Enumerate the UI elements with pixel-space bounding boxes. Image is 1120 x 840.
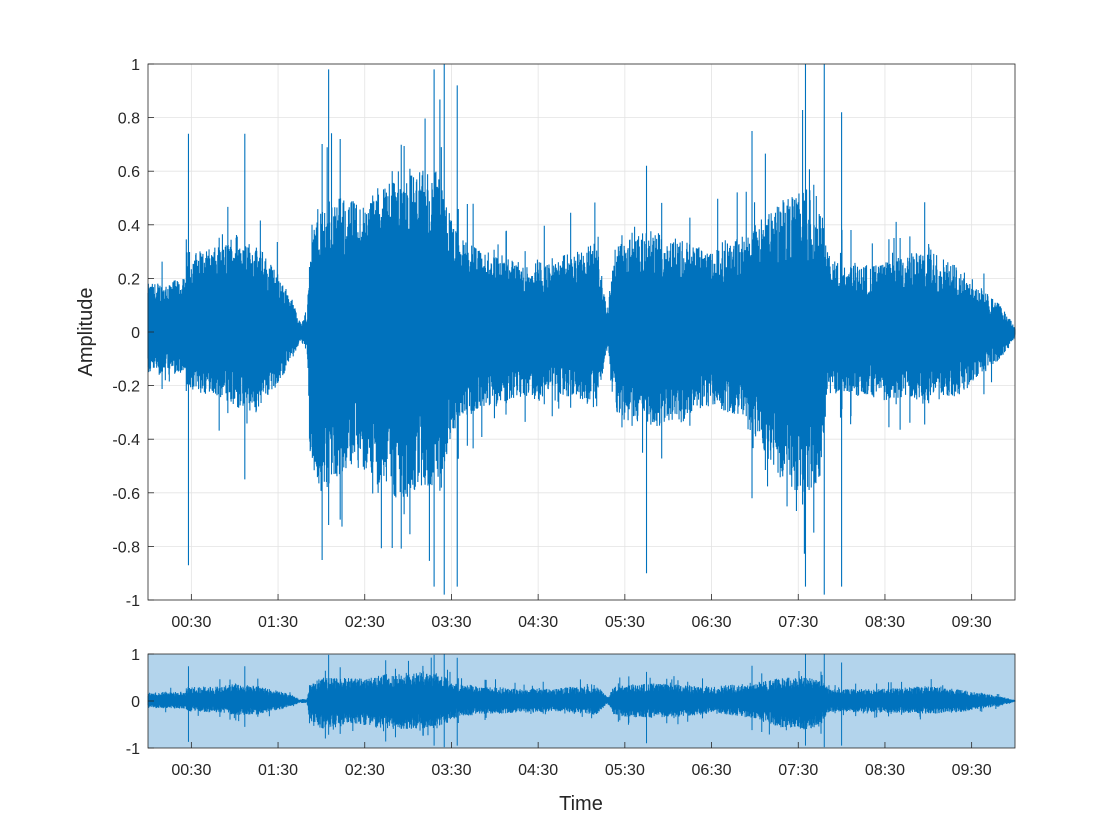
main-y-tick-label: 0.8	[118, 111, 140, 128]
main-x-tick-label: 09:30	[952, 614, 992, 631]
overview-y-tick-label: 0	[131, 694, 140, 711]
overview-x-tick-label: 04:30	[518, 762, 558, 779]
main-y-tick-label: -0.4	[112, 432, 140, 449]
overview-x-tick-label: 02:30	[345, 762, 385, 779]
overview-x-tick-label: 05:30	[605, 762, 645, 779]
main-x-tick-label: 04:30	[518, 614, 558, 631]
overview-x-tick-label: 09:30	[952, 762, 992, 779]
overview-y-ticks: 1 0 -1	[126, 647, 154, 758]
overview-x-tick-label: 03:30	[431, 762, 471, 779]
main-y-tick-label: 0	[131, 325, 140, 342]
main-x-ticks: 00:30 01:30 02:30 03:30 04:30 05:30 06:30 07:30…	[171, 594, 992, 631]
overview-x-tick-label: 01:30	[258, 762, 298, 779]
x-axis-label: Time	[559, 793, 603, 815]
overview-x-ticks: 00:30 01:30 02:30 03:30 04:30 05:30 06:30 07:30…	[171, 742, 992, 779]
main-waveform-panel: 1 0.8 0.6 0.4 0.2 0 -0.2 -0.4 -0.6 -0.8 -1 00:30 01…	[75, 57, 1016, 631]
main-x-tick-label: 07:30	[778, 614, 818, 631]
main-x-tick-label: 03:30	[431, 614, 471, 631]
main-y-tick-label: -1	[126, 593, 140, 610]
main-y-tick-label: 0.4	[118, 218, 140, 235]
main-y-tick-label: -0.2	[112, 379, 140, 396]
main-y-tick-label: -0.8	[112, 539, 140, 556]
overview-y-tick-label: -1	[126, 741, 140, 758]
main-x-tick-label: 00:30	[171, 614, 211, 631]
main-y-tick-label: 1	[131, 57, 140, 74]
overview-x-tick-label: 07:30	[778, 762, 818, 779]
overview-y-tick-label: 1	[131, 647, 140, 664]
main-x-tick-label: 01:30	[258, 614, 298, 631]
main-x-tick-label: 05:30	[605, 614, 645, 631]
main-x-tick-label: 08:30	[865, 614, 905, 631]
main-y-ticks: 1 0.8 0.6 0.4 0.2 0 -0.2 -0.4 -0.6 -0.8 -1	[112, 57, 154, 610]
overview-waveform-panel: 1 0 -1 00:30 01:30 02:30 03:30 04:30 05:30 06:30…	[126, 647, 1016, 815]
main-y-tick-label: -0.6	[112, 486, 140, 503]
overview-x-tick-label: 08:30	[865, 762, 905, 779]
overview-x-tick-label: 00:30	[171, 762, 211, 779]
overview-x-tick-label: 06:30	[692, 762, 732, 779]
main-x-tick-label: 06:30	[692, 614, 732, 631]
main-y-tick-label: 0.2	[118, 271, 140, 288]
main-y-tick-label: 0.6	[118, 164, 140, 181]
main-x-tick-label: 02:30	[345, 614, 385, 631]
y-axis-label: Amplitude	[75, 288, 97, 377]
